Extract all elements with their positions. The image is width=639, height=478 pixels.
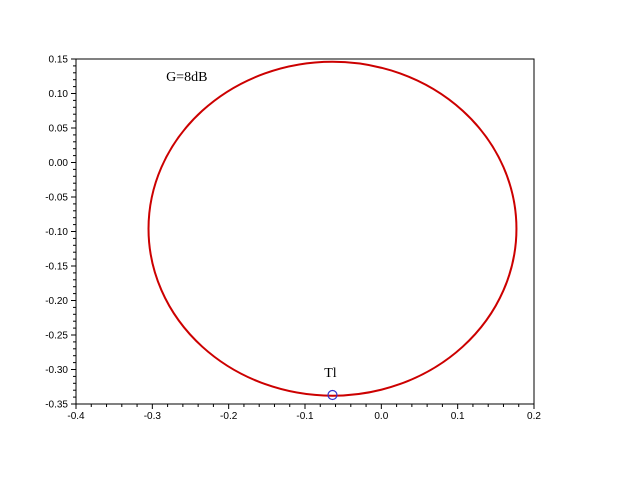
x-tick-label: -0.3 [144,411,162,422]
y-tick-label: 0.05 [49,124,69,135]
x-axis-ticks: -0.4 -0.3 -0.2 -0.1 0.0 0.1 0.2 [67,404,541,422]
gain-annotation: G=8dB [166,70,207,85]
y-tick-label: 0.15 [49,55,69,66]
series-layer [147,60,518,397]
annotations-layer: G=8dB [166,70,207,85]
x-tick-label: 0.1 [451,411,465,422]
y-tick-label: -0.30 [45,365,68,376]
y-tick-label: -0.05 [45,193,68,204]
y-axis-ticks: 0.15 0.10 0.05 0.00 -0.05 -0.10 -0.15 -0.20 -0.2… [45,55,76,411]
x-tick-label: -0.4 [67,411,85,422]
plot-frame [75,58,535,405]
x-tick-label: 0.0 [374,411,388,422]
tl-marker-label: Tl [324,366,337,381]
y-tick-label: -0.10 [45,227,68,238]
y-tick-label: -0.15 [45,262,68,273]
markers-layer: Tl [324,366,338,401]
y-tick-label: 0.10 [49,89,69,100]
y-tick-label: -0.25 [45,331,68,342]
gain-circle-series [147,60,518,397]
y-tick-label: -0.35 [45,400,68,411]
y-tick-label: 0.00 [49,158,69,169]
y-tick-label: -0.20 [45,296,68,307]
x-tick-label: 0.2 [527,411,541,422]
x-tick-label: -0.2 [220,411,238,422]
tl-point-marker [327,389,338,401]
x-tick-label: -0.1 [296,411,314,422]
